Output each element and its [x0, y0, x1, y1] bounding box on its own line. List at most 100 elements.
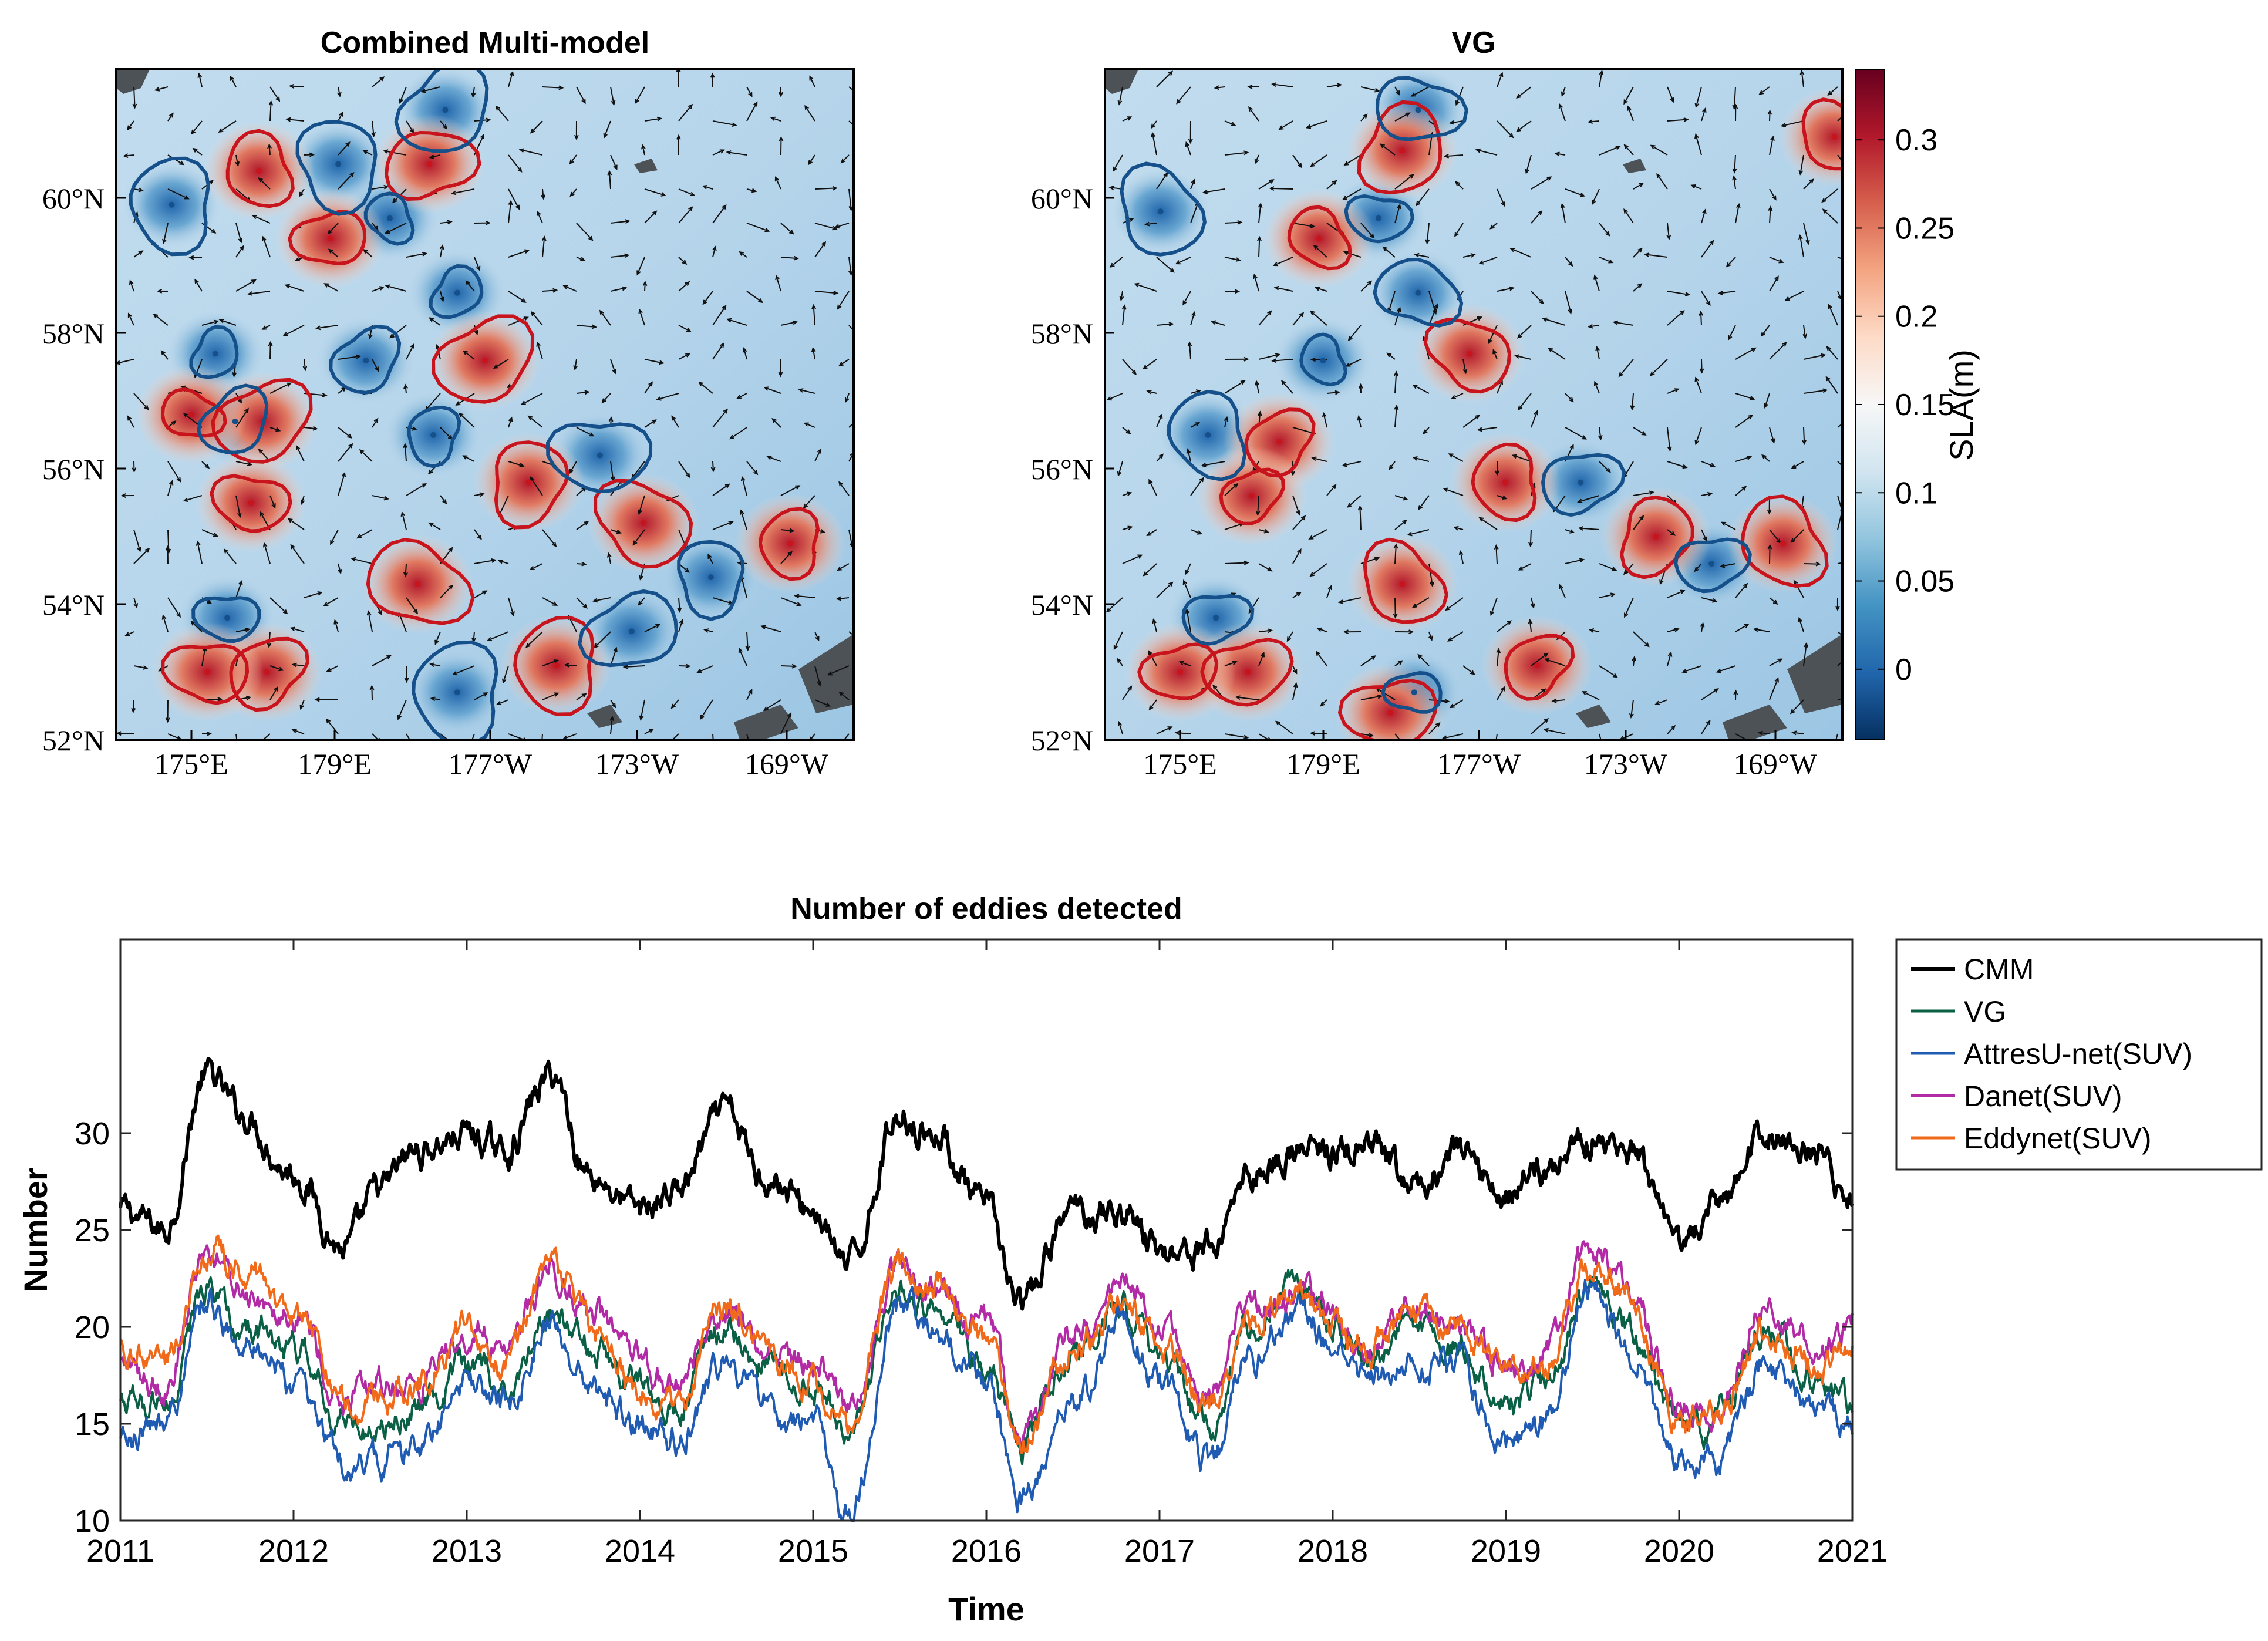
- velocity-arrow: [1592, 188, 1600, 204]
- velocity-arrow: [1555, 153, 1566, 156]
- velocity-arrow: [406, 597, 418, 614]
- velocity-arrow: [1734, 154, 1736, 173]
- velocity-arrowhead: [1798, 234, 1803, 240]
- velocity-arrow: [1728, 325, 1736, 340]
- velocity-arrow: [133, 529, 141, 551]
- velocity-arrow: [1143, 563, 1157, 576]
- velocity-arrowhead: [517, 167, 523, 173]
- velocity-arrow: [434, 631, 441, 645]
- cyclonic-eddy-contour-center: [430, 432, 437, 438]
- velocity-arrowhead: [740, 476, 746, 481]
- velocity-arrow: [712, 409, 728, 428]
- velocity-arrowhead: [1683, 117, 1689, 122]
- velocity-arrowhead: [1163, 172, 1168, 178]
- velocity-arrow: [474, 692, 488, 700]
- velocity-arrow: [1515, 355, 1532, 360]
- velocity-arrow: [739, 251, 747, 258]
- velocity-arrowhead: [1152, 618, 1157, 624]
- velocity-arrow: [304, 359, 306, 370]
- velocity-arrow: [1531, 410, 1538, 428]
- velocity-arrow: [390, 325, 407, 338]
- velocity-arrow: [848, 325, 854, 332]
- velocity-arrowhead: [1478, 260, 1484, 265]
- velocity-arrowhead: [1117, 720, 1123, 727]
- velocity-arrowhead: [410, 742, 413, 746]
- velocity-arrow: [235, 628, 250, 632]
- velocity-arrowhead: [508, 200, 513, 205]
- velocity-arrowhead: [497, 559, 503, 564]
- velocity-arrow: [678, 325, 691, 332]
- velocity-arrowhead: [1374, 87, 1380, 93]
- velocity-arrow: [269, 495, 276, 508]
- velocity-arrow: [1531, 176, 1552, 190]
- velocity-arrow: [1156, 726, 1172, 734]
- velocity-arrowhead: [599, 309, 604, 315]
- cyclonic-eddy-contour: [1373, 258, 1464, 328]
- velocity-arrowhead: [315, 325, 321, 331]
- velocity-arrow: [1248, 107, 1259, 122]
- velocity-arrowhead: [1121, 304, 1127, 310]
- velocity-arrow: [1559, 104, 1566, 122]
- velocity-arrowhead: [251, 279, 257, 284]
- velocity-arrow: [1478, 427, 1498, 431]
- velocity-arrowhead: [811, 346, 816, 353]
- velocity-arrowhead: [1278, 125, 1284, 130]
- velocity-arrowhead: [1623, 612, 1629, 618]
- velocity-arrow: [399, 86, 407, 103]
- velocity-arrowhead: [677, 607, 682, 613]
- velocity-arrowhead: [267, 642, 272, 648]
- velocity-arrow: [814, 291, 838, 294]
- velocity-arrow: [610, 287, 626, 292]
- velocity-arrowhead: [1558, 103, 1563, 109]
- velocity-arrow: [1837, 562, 1842, 564]
- velocity-arrowhead: [1444, 699, 1450, 704]
- velocity-arrowhead: [356, 354, 362, 359]
- anticyclonic-eddy-contour-center: [1399, 581, 1406, 587]
- velocity-arrow: [359, 449, 373, 462]
- velocity-arrow: [843, 733, 850, 740]
- velocity-arrow: [116, 359, 134, 364]
- velocity-arrowhead: [1542, 317, 1548, 322]
- velocity-arrowhead: [1357, 415, 1362, 421]
- velocity-arrowhead: [1680, 589, 1686, 594]
- velocity-arrow: [1156, 323, 1173, 326]
- velocity-arrow: [576, 391, 589, 394]
- velocity-arrowhead: [349, 172, 355, 177]
- velocity-arrowhead: [1608, 259, 1614, 264]
- velocity-arrowhead: [474, 329, 478, 336]
- velocity-arrowhead: [165, 717, 170, 723]
- velocity-arrow: [1599, 461, 1610, 473]
- velocity-arrow: [1826, 346, 1838, 360]
- velocity-arrow: [235, 461, 251, 466]
- velocity-arrowhead: [285, 117, 291, 122]
- velocity-arrow: [1667, 86, 1674, 102]
- velocity-arrowhead: [1414, 252, 1420, 258]
- velocity-arrow: [1224, 733, 1248, 739]
- cyclonic-eddy-contour: [189, 325, 239, 379]
- velocity-arrow: [401, 512, 407, 530]
- velocity-arrowhead: [1772, 195, 1777, 201]
- velocity-arrowhead: [1243, 356, 1249, 362]
- velocity-arrow: [542, 86, 563, 89]
- x-tick-label: 2014: [605, 1534, 675, 1569]
- x-tick-label: 2015: [778, 1534, 848, 1569]
- velocity-arrow: [610, 648, 617, 666]
- velocity-arrow: [1315, 287, 1327, 292]
- velocity-arrow: [1454, 223, 1464, 237]
- cyclonic-eddy-contour-center: [224, 615, 231, 621]
- velocity-arrowhead: [271, 503, 276, 509]
- velocity-arrow: [1413, 597, 1430, 608]
- velocity-arrow: [739, 648, 747, 666]
- velocity-arrow: [671, 699, 679, 709]
- velocity-arrowhead: [1605, 231, 1610, 237]
- velocity-arrow: [1582, 691, 1600, 700]
- velocity-arrow: [372, 655, 391, 666]
- velocity-arrow: [264, 543, 271, 564]
- velocity-arrowhead: [1790, 709, 1795, 715]
- velocity-arrowhead: [1470, 670, 1475, 675]
- velocity-arrowhead: [1146, 389, 1152, 395]
- velocity-arrowhead: [1751, 741, 1755, 744]
- velocity-arrow: [1781, 120, 1804, 127]
- velocity-arrow: [848, 631, 854, 636]
- velocity-arrowhead: [1712, 598, 1718, 603]
